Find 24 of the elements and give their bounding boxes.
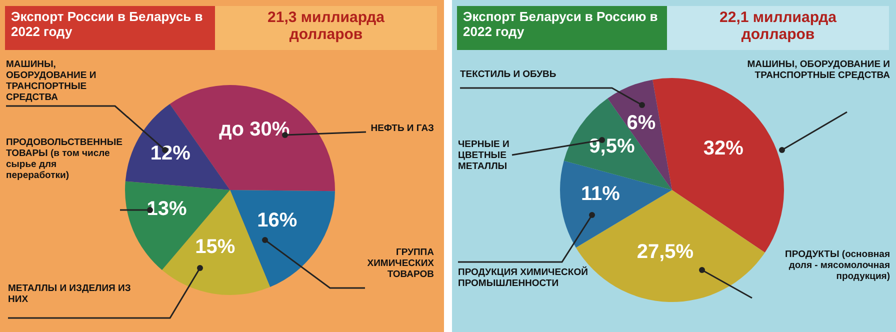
data-label: 27,5% [636, 241, 694, 264]
chart-title: Экспорт России в Беларусь в 2022 году [5, 6, 215, 50]
data-label: 12% [150, 142, 191, 165]
chart-subtitle: 22,1 миллиарда долларов [667, 6, 889, 50]
slice-label: МЕТАЛЛЫ И ИЗДЕЛИЯ ИЗ НИХ [8, 283, 132, 306]
chart-title: Экспорт Беларуси в Россию в 2022 году [457, 6, 667, 50]
slice-label: ЧЕРНЫЕ И ЦВЕТНЫЕ МЕТАЛЛЫ [458, 139, 510, 173]
data-label: 15% [195, 236, 236, 258]
data-label: 11% [580, 183, 620, 206]
slice-label: ГРУППА ХИМИЧЕСКИХ ТОВАРОВ [366, 247, 434, 281]
chart-subtitle: 21,3 миллиарда долларов [215, 6, 437, 50]
data-label: 16% [257, 209, 298, 232]
data-label: 32% [703, 137, 744, 160]
slice-label: ПРОДУКЦИЯ ХИМИЧЕСКОЙ ПРОМЫШЛЕННОСТИ [458, 267, 588, 290]
data-label: до 30% [219, 118, 290, 140]
data-label: 9,5% [589, 135, 635, 158]
data-label: 6% [626, 112, 656, 134]
slice-label: МАШИНЫ, ОБОРУДОВАНИЕ И ТРАНСПОРТНЫЕ СРЕДСТВА [746, 59, 890, 82]
slice-label: ТЕКСТИЛЬ И ОБУВЬ [460, 69, 558, 81]
data-label: 13% [146, 198, 187, 220]
slice-label: ПРОДУКТЫ (основная доля - мясомолочная продукция) [784, 249, 890, 283]
slice-label: НЕФТЬ И ГАЗ [370, 123, 434, 135]
slice-label: МАШИНЫ, ОБОРУДОВАНИЕ И ТРАНСПОРТНЫЕ СРЕДСТВА [6, 59, 98, 104]
slice-label: ПРОДОВОЛЬСТВЕННЫЕ ТОВАРЫ (в том числе сырье для переработки) [6, 137, 122, 182]
